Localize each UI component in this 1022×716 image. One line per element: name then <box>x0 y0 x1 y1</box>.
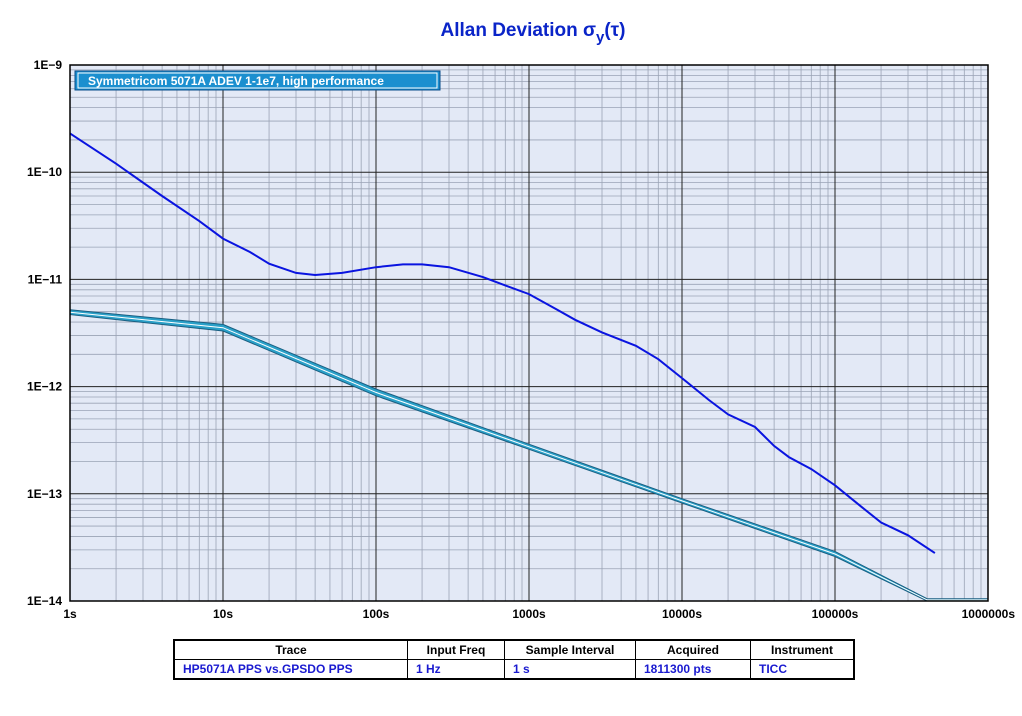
chart-title-tail: (τ) <box>604 20 625 41</box>
cell-acquired: 1811300 pts <box>635 659 751 680</box>
y-tick-label: 1E−10 <box>27 165 62 179</box>
y-tick-label: 1E−12 <box>27 380 62 394</box>
cell-instrument: TICC <box>750 659 855 680</box>
chart-title-subscript: y <box>596 29 605 46</box>
legend-label: Symmetricom 5071A ADEV 1-1e7, high perfo… <box>88 74 384 88</box>
cell-input-freq: 1 Hz <box>407 659 505 680</box>
x-tick-label: 1000s <box>512 607 546 621</box>
header-input-freq: Input Freq <box>407 639 505 660</box>
header-trace: Trace <box>173 639 408 660</box>
x-tick-labels: 1s 10s 100s 1000s 10000s 100000s 1000000s <box>63 607 1015 621</box>
x-tick-label: 1000000s <box>962 607 1016 621</box>
series-line-1 <box>69 132 936 554</box>
y-tick-label: 1E−14 <box>27 594 62 608</box>
header-instrument: Instrument <box>750 639 855 660</box>
x-tick-label: 100s <box>363 607 390 621</box>
header-acquired: Acquired <box>635 639 751 660</box>
x-tick-label: 10s <box>213 607 233 621</box>
x-tick-label: 10000s <box>662 607 702 621</box>
allan-deviation-chart: Allan Deviation σy(τ) 1s 10s 100s 1000s 1000… <box>27 20 1015 621</box>
legend: Symmetricom 5071A ADEV 1-1e7, high perfo… <box>74 70 441 91</box>
legend-inner-border <box>77 72 438 89</box>
plot-frame <box>69 64 989 602</box>
chart-title-main: Allan Deviation <box>440 20 583 41</box>
trace-info-table: Trace Input Freq Sample Interval Acquire… <box>173 639 855 680</box>
chart-title: Allan Deviation σy(τ) <box>440 20 625 46</box>
y-tick-label: 1E−13 <box>27 487 62 501</box>
table-header-row: Trace Input Freq Sample Interval Acquire… <box>173 639 855 660</box>
y-tick-labels: 1E−9 1E−10 1E−11 1E−12 1E−13 1E−14 <box>27 58 62 608</box>
legend-box <box>74 70 441 91</box>
table-row: HP5071A PPS vs.GPSDO PPS 1 Hz 1 s 181130… <box>173 659 855 680</box>
x-tick-label: 100000s <box>812 607 859 621</box>
x-tick-label: 1s <box>63 607 77 621</box>
y-tick-label: 1E−9 <box>34 58 63 72</box>
cell-sample-interval: 1 s <box>504 659 636 680</box>
series-band-center-0 <box>69 311 988 601</box>
y-tick-label: 1E−11 <box>28 272 63 286</box>
chart-title-sigma: σ <box>583 20 596 41</box>
cell-trace: HP5071A PPS vs.GPSDO PPS <box>173 659 408 680</box>
header-sample-interval: Sample Interval <box>504 639 636 660</box>
